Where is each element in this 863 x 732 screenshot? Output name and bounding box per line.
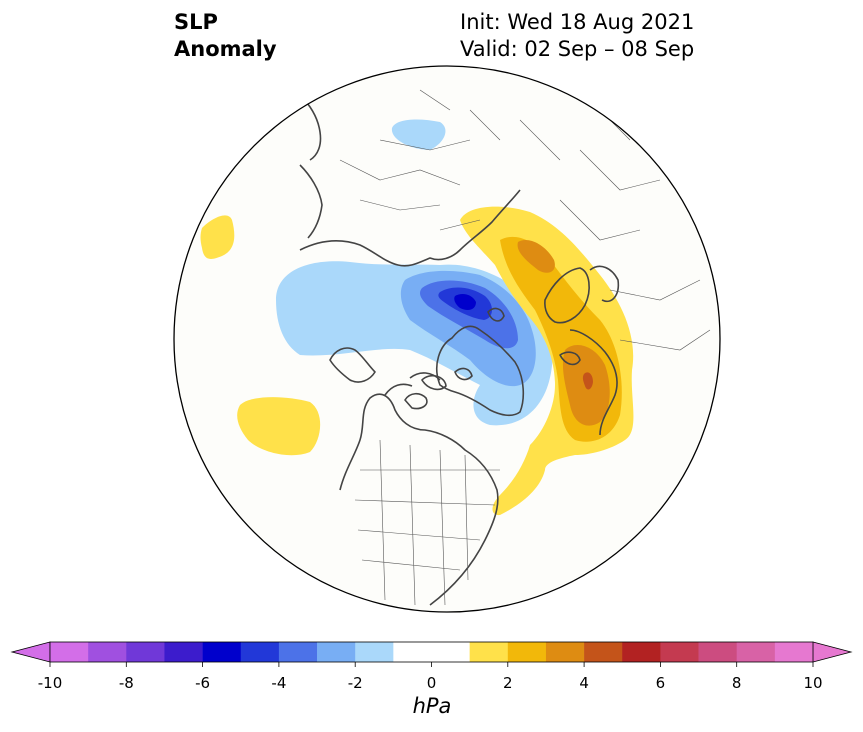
negative-anomaly-shading (276, 119, 553, 426)
colorbar-tick-label: 8 (731, 674, 742, 692)
colorbar-cell (126, 642, 165, 662)
north-america-coast (339, 372, 499, 606)
coastlines (299, 94, 620, 606)
colorbar-tick-label: 0 (426, 674, 437, 692)
colorbar-tick-label: 10 (803, 674, 823, 692)
colorbar-cell (50, 642, 89, 662)
colorbar-tick-label: 6 (655, 674, 666, 692)
colorbar-cell (393, 642, 470, 662)
colorbar-cell (545, 642, 585, 662)
europe-coast (569, 329, 618, 436)
init-date: Init: Wed 18 Aug 2021 (460, 10, 695, 34)
eurasia-borders (419, 89, 711, 351)
colorbar-cell (317, 642, 356, 662)
forecast-info: Init: Wed 18 Aug 2021 Valid: 02 Sep – 08… (460, 9, 694, 63)
contour-minus-1-north (391, 119, 446, 150)
alaska-coast (329, 347, 376, 383)
colorbar-cell (698, 642, 737, 662)
colorbar-cell (622, 642, 661, 662)
colorbar-unit-label: hPa (412, 694, 452, 718)
colorbar-tick-label: 2 (503, 674, 513, 692)
colorbar-cell (88, 642, 127, 662)
colorbar-cell (774, 642, 814, 662)
contour-plus-3-north (517, 240, 555, 273)
colorbar-tick-label: -4 (271, 674, 287, 692)
colorbar-tick-label: -2 (347, 674, 363, 692)
colorbar-cell (164, 642, 203, 662)
colorbar-cell (736, 642, 776, 662)
contour-plus-1-pacific (237, 397, 321, 456)
colorbar-cell (507, 642, 547, 662)
arctic-islands (404, 367, 473, 410)
colorbar-cells (10, 641, 853, 663)
colorbar-cell (584, 642, 623, 662)
colorbar-cell (660, 642, 699, 662)
colorbar-extend-min (10, 641, 51, 663)
valid-range: Valid: 02 Sep – 08 Sep (460, 37, 695, 61)
siberia-coast (299, 189, 521, 267)
kamchatka-coast (299, 164, 323, 239)
colorbar-tick-label: -8 (118, 674, 134, 692)
contour-minus-5 (454, 294, 476, 310)
positive-anomaly-shading (200, 206, 634, 516)
colorbar-cell (240, 642, 280, 662)
svalbard (487, 307, 505, 322)
colorbar-ticks (49, 662, 814, 667)
scandinavia-coast (544, 265, 620, 324)
colorbar-tick-label: -10 (37, 674, 63, 692)
polar-map (173, 65, 721, 613)
colorbar-extend-max (812, 641, 853, 663)
contour-plus-4 (582, 372, 593, 390)
title-line-1: SLP (174, 10, 218, 34)
map-boundary (173, 65, 721, 613)
colorbar-cell (278, 642, 318, 662)
colorbar-tick-label: 4 (579, 674, 589, 692)
colorbar-cell (202, 642, 242, 662)
map-title: SLP Anomaly (174, 9, 277, 63)
title-line-2: Anomaly (174, 37, 277, 61)
colorbar-tick-label: -6 (195, 674, 211, 692)
colorbar-cell (469, 642, 509, 662)
colorbar (10, 641, 853, 667)
us-state-lines (354, 439, 500, 606)
colorbar-cell (355, 642, 394, 662)
political-borders (339, 89, 711, 606)
iceland (559, 351, 581, 366)
contour-plus-1-asia (200, 215, 235, 259)
greenland-coast (436, 325, 525, 417)
russia-region-lines (339, 139, 481, 231)
